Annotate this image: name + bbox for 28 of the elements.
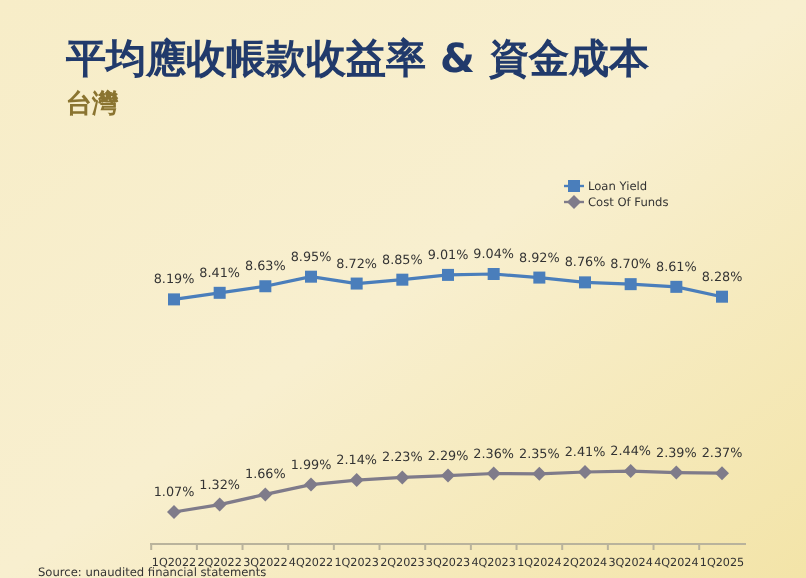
point bbox=[212, 497, 227, 512]
point bbox=[258, 487, 273, 502]
point bbox=[670, 280, 683, 293]
chart-subtitle: 台灣 bbox=[66, 88, 120, 120]
point bbox=[624, 278, 637, 291]
chart-title: 平均應收帳款收益率 & 資金成本 bbox=[64, 34, 651, 82]
point bbox=[579, 276, 591, 289]
point bbox=[305, 270, 317, 283]
point bbox=[532, 466, 547, 481]
point bbox=[168, 293, 180, 306]
point bbox=[396, 273, 409, 286]
point bbox=[715, 466, 729, 481]
point bbox=[578, 465, 592, 480]
point bbox=[395, 470, 410, 485]
point bbox=[716, 290, 728, 303]
point bbox=[533, 271, 546, 284]
point bbox=[487, 268, 500, 280]
point bbox=[259, 280, 272, 293]
point bbox=[213, 286, 226, 299]
point bbox=[167, 505, 181, 520]
point bbox=[669, 465, 684, 480]
point bbox=[441, 468, 455, 483]
point bbox=[349, 473, 364, 488]
point bbox=[623, 464, 638, 479]
point bbox=[442, 268, 454, 281]
point bbox=[304, 477, 318, 492]
point bbox=[486, 466, 501, 481]
point bbox=[350, 277, 363, 290]
